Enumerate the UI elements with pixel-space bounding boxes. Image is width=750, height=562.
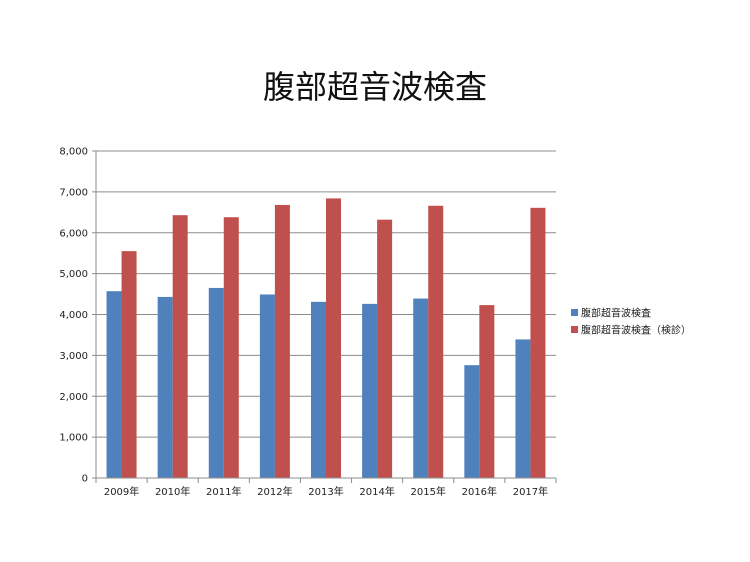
- x-axis: 2009年 2010年 2011年 2012年 2013年 2014年 2015年 2016年…: [95, 477, 557, 498]
- x-tick-label: 2015年: [410, 485, 445, 498]
- bar-abdominal-ultrasound-screening: [428, 205, 444, 478]
- chart-title: 腹部超音波検査: [262, 68, 487, 106]
- bar-abdominal-ultrasound-screening: [172, 215, 188, 478]
- bar-abdominal-ultrasound-screening: [223, 217, 239, 478]
- legend-label: 腹部超音波検査（検診）: [581, 324, 691, 337]
- bar-abdominal-ultrasound: [464, 365, 480, 478]
- bars: [106, 198, 546, 479]
- bar-abdominal-ultrasound-screening: [530, 207, 546, 478]
- y-tick-label: 6,000: [59, 228, 88, 239]
- legend-label: 腹部超音波検査: [581, 307, 651, 320]
- bar-abdominal-ultrasound-screening: [377, 219, 393, 479]
- legend-swatch: [571, 326, 578, 333]
- y-tick-label: 8,000: [59, 147, 88, 158]
- bar-abdominal-ultrasound: [106, 291, 122, 478]
- y-tick-label: 0: [82, 474, 88, 485]
- x-tick-label: 2014年: [359, 485, 394, 498]
- x-tick-label: 2010年: [155, 485, 190, 498]
- bar-abdominal-ultrasound-screening: [274, 204, 290, 478]
- bar-abdominal-ultrasound-screening: [326, 198, 341, 479]
- y-tick-label: 3,000: [59, 351, 88, 362]
- bar-abdominal-ultrasound: [157, 296, 173, 478]
- x-tick-label: 2017年: [513, 485, 548, 498]
- bar-abdominal-ultrasound: [515, 339, 531, 478]
- x-tick-label: 2013年: [308, 485, 343, 498]
- bar-abdominal-ultrasound: [413, 298, 429, 478]
- x-tick-label: 2011年: [206, 485, 241, 498]
- legend-swatch: [571, 309, 578, 316]
- y-tick-label: 5,000: [59, 269, 88, 280]
- bar-abdominal-ultrasound: [362, 303, 378, 478]
- bar-abdominal-ultrasound: [259, 294, 275, 478]
- bar-abdominal-ultrasound-screening: [121, 251, 137, 478]
- x-tick-label: 2012年: [257, 485, 292, 498]
- bar-abdominal-ultrasound: [208, 287, 224, 478]
- y-axis: 0 1,000 2,000 3,000 4,000 5,000 6,000 7,000 8,00…: [59, 147, 97, 485]
- x-tick-label: 2009年: [104, 485, 139, 498]
- x-tick-label: 2016年: [462, 485, 497, 498]
- bar-abdominal-ultrasound: [311, 301, 326, 478]
- bar-abdominal-ultrasound-screening: [479, 305, 495, 478]
- y-tick-label: 2,000: [59, 392, 88, 403]
- y-tick-label: 4,000: [59, 310, 88, 321]
- y-tick-label: 1,000: [59, 433, 88, 444]
- y-tick-label: 7,000: [59, 187, 88, 198]
